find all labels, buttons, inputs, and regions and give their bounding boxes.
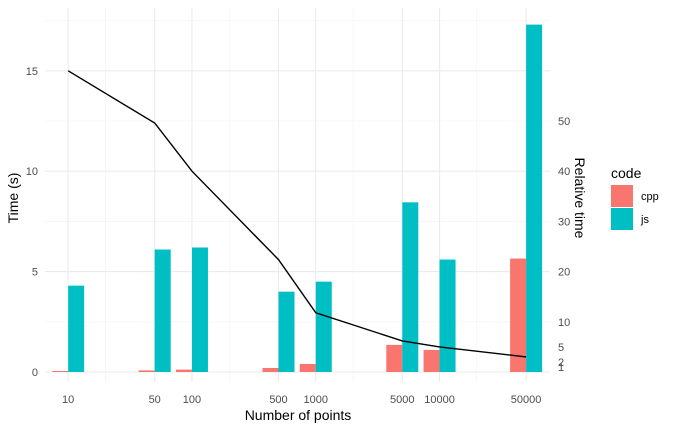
y-axis-title: Time (s) [5, 173, 21, 224]
relative-time-line-layer [67, 70, 527, 358]
bar-js-500 [278, 291, 295, 372]
y-tick-label: 15 [26, 66, 38, 78]
bar-cpp-10000 [423, 349, 440, 372]
bar-js-50000 [526, 24, 543, 373]
x-tick-label: 10 [62, 394, 74, 406]
legend-title: code [611, 165, 642, 181]
y2-tick-label: 10 [558, 317, 570, 329]
y2-axis-ticks: 12 5 10 20 30 40 50 [558, 116, 570, 374]
y-tick-label: 10 [26, 166, 38, 178]
x-tick-label: 50 [149, 394, 161, 406]
bar-js-1000 [315, 281, 332, 372]
bars [52, 24, 543, 373]
legend-swatch-cpp [611, 185, 633, 207]
bar-cpp-1000 [299, 363, 316, 372]
grid-minor-y [45, 20, 550, 323]
y2-tick-label: 1 [558, 362, 564, 374]
x-tick-label: 50000 [511, 394, 542, 406]
legend-label-cpp: cpp [641, 191, 659, 203]
legend: code cpp js [611, 165, 659, 230]
legend-label-js: js [640, 214, 649, 226]
bar-cpp-500 [262, 367, 279, 372]
grid-major-y [45, 70, 550, 373]
legend-swatch-js [611, 208, 633, 230]
y2-tick-label: 30 [558, 216, 570, 228]
bar-cpp-10 [52, 370, 69, 372]
bar-cpp-50000 [510, 258, 527, 372]
y2-tick-label: 40 [558, 166, 570, 178]
grid-major-x [67, 8, 527, 382]
x-tick-label: 500 [269, 394, 287, 406]
x-tick-label: 1000 [304, 394, 328, 406]
y2-tick-label: 50 [558, 116, 570, 128]
bar-js-100 [191, 247, 208, 372]
bar-cpp-50 [138, 370, 155, 372]
relative-time-line [67, 70, 527, 358]
y2-tick-label: 2 [558, 357, 564, 369]
bar-cpp-100 [175, 369, 192, 372]
y2-tick-label: 20 [558, 267, 570, 279]
x-tick-label: 5000 [390, 394, 414, 406]
bar-js-10000 [439, 259, 456, 372]
bar-cpp-5000 [386, 344, 403, 372]
x-tick-label: 10000 [424, 394, 455, 406]
y2-tick-label: 5 [558, 342, 564, 354]
bar-js-5000 [402, 202, 419, 372]
bar-js-10 [68, 285, 85, 372]
y-tick-label: 5 [32, 267, 38, 279]
bar-js-50 [154, 249, 171, 372]
y-tick-label: 0 [32, 367, 38, 379]
x-tick-label: 100 [183, 394, 201, 406]
y2-axis-title: Relative time [572, 158, 588, 239]
y-axis-ticks: 0 5 10 15 [26, 66, 38, 379]
x-axis-title: Number of points [245, 407, 352, 423]
x-axis-ticks: 10 50 100 500 1000 5000 10000 50000 [62, 394, 541, 406]
